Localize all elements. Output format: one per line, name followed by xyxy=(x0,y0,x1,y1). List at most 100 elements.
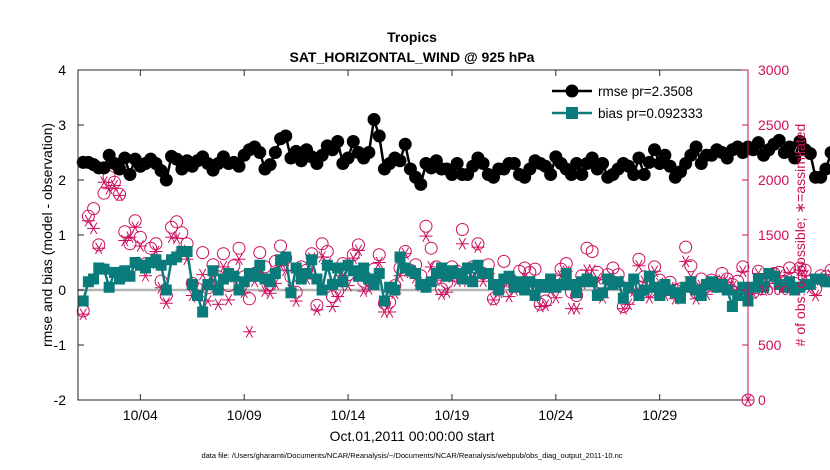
bias-point xyxy=(212,284,224,296)
rmse-point xyxy=(450,157,464,170)
bias-point xyxy=(695,290,707,301)
y-tick-label: 0 xyxy=(58,282,66,298)
bias-point xyxy=(524,276,536,288)
obs-possible-point xyxy=(684,259,698,273)
chart-title: Tropics xyxy=(387,29,437,45)
y-right-tick-label: 2000 xyxy=(758,172,789,188)
y-right-tick-label: 2500 xyxy=(758,117,789,133)
bias-point xyxy=(228,270,240,282)
obs-possible-point xyxy=(471,237,485,251)
obs-possible-point xyxy=(518,261,532,275)
bias-point xyxy=(301,268,313,279)
legend-rmse-marker xyxy=(565,84,579,98)
rmse-point xyxy=(632,151,646,165)
rmse-point xyxy=(585,151,599,165)
rmse-point xyxy=(689,140,703,154)
bias-point xyxy=(721,284,733,296)
obs-assimilated-point xyxy=(310,303,324,316)
rmse-point xyxy=(341,151,355,165)
bias-point xyxy=(565,279,577,290)
x-tick-label: 10/09 xyxy=(227,407,262,423)
rmse-point xyxy=(575,168,589,181)
rmse-point xyxy=(97,161,111,175)
bias-point xyxy=(513,276,525,288)
bias-point xyxy=(280,251,292,263)
rmse-point xyxy=(819,162,830,176)
bias-point xyxy=(519,284,531,296)
y-right-tick-label: 1000 xyxy=(758,282,789,298)
rmse-point xyxy=(788,151,802,165)
rmse-point xyxy=(346,135,360,148)
obs-assimilated-point xyxy=(128,221,142,234)
bias-point xyxy=(98,263,110,275)
rmse-point xyxy=(123,168,137,181)
bias-point xyxy=(197,306,209,318)
y-tick-label: 3 xyxy=(58,117,66,133)
rmse-point xyxy=(263,158,277,172)
bias-point xyxy=(545,273,557,285)
bias-point xyxy=(560,268,572,279)
obs-possible-point xyxy=(824,263,830,277)
rmse-point xyxy=(570,157,584,170)
bias-point xyxy=(321,259,333,271)
rmse-point xyxy=(507,157,521,170)
obs-possible-point xyxy=(419,219,433,233)
obs-assimilated-point xyxy=(92,242,106,255)
rmse-point xyxy=(564,168,578,181)
obs-possible-point xyxy=(679,240,693,254)
obs-possible-point xyxy=(196,246,210,260)
rmse-point xyxy=(627,168,641,181)
obs-possible-point xyxy=(97,186,111,200)
obs-assimilated-point xyxy=(783,266,797,279)
y-tick-label: 4 xyxy=(58,62,66,78)
rmse-point xyxy=(751,136,765,150)
bias-point xyxy=(155,259,167,271)
y-tick-label: -1 xyxy=(54,337,67,353)
bias-point xyxy=(737,281,749,293)
obs-assimilated-point xyxy=(211,298,225,311)
bias-point xyxy=(306,254,318,266)
bias-point xyxy=(456,273,468,285)
obs-assimilated-point xyxy=(331,290,345,303)
rmse-point xyxy=(367,113,381,126)
y-right-tick-label: 1500 xyxy=(758,227,789,243)
obs-possible-point xyxy=(242,292,256,306)
rmse-point xyxy=(642,155,656,169)
legend-bias-marker xyxy=(566,107,578,119)
rmse-point xyxy=(648,143,662,157)
y-tick-label: 1 xyxy=(58,227,66,243)
bias-point xyxy=(77,295,89,307)
legend-bias-label: bias pr=0.092333 xyxy=(598,106,703,121)
marker-series xyxy=(76,113,830,318)
obs-assimilated-point xyxy=(351,244,365,257)
rmse-point xyxy=(783,140,797,154)
y-right-tick-label: 500 xyxy=(758,337,782,353)
rmse-point xyxy=(118,151,132,165)
legend: rmse pr=2.3508 bias pr=0.092333 xyxy=(542,76,744,124)
rmse-point xyxy=(596,157,610,170)
bias-point xyxy=(503,270,515,282)
bias-point xyxy=(643,270,655,282)
rmse-point xyxy=(113,162,127,176)
bias-point xyxy=(186,279,198,290)
bias-point xyxy=(202,279,214,290)
bias-point xyxy=(482,268,494,279)
y-axis-right: 0 500 1000 1500 2000 2500 3000 xyxy=(742,62,789,408)
bias-point xyxy=(820,276,830,288)
y-axis-left: -2 -1 0 1 2 3 4 xyxy=(54,62,84,408)
chart-subtitle: SAT_HORIZONTAL_WIND @ 925 hPa xyxy=(290,49,535,65)
bias-point xyxy=(88,273,100,285)
bias-point xyxy=(747,281,759,293)
bias-point xyxy=(332,262,344,274)
bias-point xyxy=(191,290,203,301)
obs-assimilated-point xyxy=(809,289,823,302)
obs-possible-point xyxy=(736,260,750,274)
bias-point xyxy=(529,290,541,301)
bias-point xyxy=(358,262,370,274)
plot-area xyxy=(76,69,830,407)
obs-assimilated-point xyxy=(159,297,173,310)
bias-point xyxy=(768,270,780,282)
x-tick-label: 10/29 xyxy=(642,407,677,423)
bias-point xyxy=(238,276,250,288)
bias-point xyxy=(103,281,115,293)
